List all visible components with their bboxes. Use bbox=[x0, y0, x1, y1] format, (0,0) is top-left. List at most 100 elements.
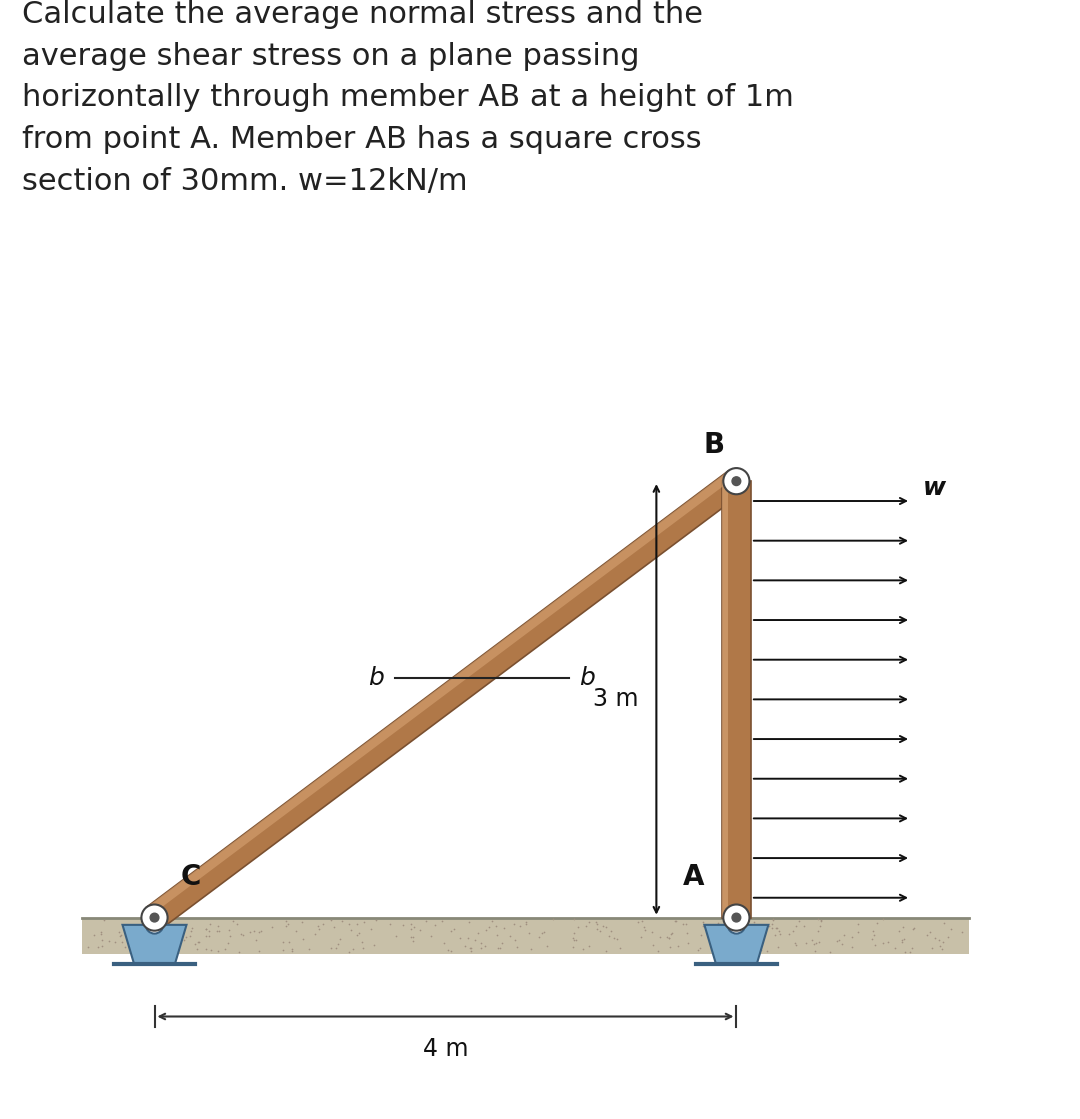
Point bbox=[491, 940, 509, 958]
Polygon shape bbox=[122, 924, 187, 965]
Point bbox=[354, 939, 372, 957]
Point bbox=[92, 923, 109, 941]
Point bbox=[442, 942, 459, 960]
Point bbox=[901, 943, 918, 961]
Point bbox=[769, 919, 786, 937]
Point bbox=[80, 938, 97, 956]
Point bbox=[332, 930, 349, 948]
Point bbox=[934, 932, 951, 950]
Point bbox=[538, 937, 555, 955]
Point bbox=[807, 942, 824, 960]
Point bbox=[896, 943, 914, 961]
Point bbox=[765, 911, 782, 929]
Point bbox=[461, 939, 478, 957]
Point bbox=[636, 918, 653, 935]
Point bbox=[536, 923, 553, 941]
Point bbox=[210, 918, 227, 935]
Point bbox=[157, 935, 174, 953]
Point bbox=[111, 927, 129, 944]
Point bbox=[565, 930, 582, 948]
Point bbox=[828, 932, 846, 950]
Point bbox=[634, 912, 651, 930]
Point bbox=[678, 924, 696, 942]
Point bbox=[567, 931, 584, 949]
Point bbox=[119, 929, 136, 947]
Point bbox=[608, 930, 625, 948]
Point bbox=[923, 939, 941, 957]
Point bbox=[112, 925, 130, 943]
Point bbox=[469, 924, 486, 942]
Point bbox=[483, 912, 500, 930]
Point bbox=[159, 940, 176, 958]
Point bbox=[842, 939, 860, 957]
Point bbox=[517, 915, 535, 933]
Point bbox=[569, 918, 586, 935]
Point bbox=[787, 916, 805, 934]
Point bbox=[530, 928, 548, 946]
Point bbox=[933, 940, 950, 958]
Point bbox=[281, 933, 298, 951]
Circle shape bbox=[150, 913, 159, 922]
Point bbox=[589, 920, 606, 938]
Point bbox=[220, 921, 238, 939]
Point bbox=[785, 922, 802, 940]
Point bbox=[198, 921, 215, 939]
Point bbox=[477, 921, 495, 939]
Point bbox=[183, 919, 200, 937]
Point bbox=[943, 920, 960, 938]
Point bbox=[864, 930, 881, 948]
Point bbox=[435, 934, 453, 952]
Point bbox=[225, 912, 242, 930]
Point bbox=[188, 940, 205, 958]
Point bbox=[575, 940, 592, 958]
Point bbox=[931, 931, 948, 949]
Point bbox=[473, 939, 490, 957]
Point bbox=[597, 942, 615, 960]
Point bbox=[954, 923, 971, 941]
Point bbox=[850, 915, 867, 933]
Point bbox=[178, 928, 195, 946]
Point bbox=[168, 924, 186, 942]
Point bbox=[771, 922, 788, 940]
Point bbox=[340, 915, 357, 933]
Point bbox=[89, 938, 106, 956]
Point bbox=[894, 933, 912, 951]
Point bbox=[874, 910, 891, 928]
Point bbox=[381, 915, 399, 933]
Point bbox=[879, 933, 896, 951]
Point bbox=[295, 930, 312, 948]
Point bbox=[165, 941, 183, 959]
Point bbox=[667, 912, 685, 930]
Point bbox=[517, 913, 535, 931]
Point bbox=[201, 922, 218, 940]
Point bbox=[93, 931, 110, 949]
Point bbox=[866, 925, 883, 943]
Point bbox=[153, 911, 171, 929]
Point bbox=[228, 915, 245, 933]
Point bbox=[175, 923, 192, 941]
Point bbox=[718, 918, 735, 935]
Point bbox=[221, 928, 239, 946]
Point bbox=[905, 919, 922, 937]
Point bbox=[699, 928, 716, 946]
Text: C: C bbox=[180, 864, 201, 892]
Point bbox=[679, 934, 697, 952]
Point bbox=[890, 922, 907, 940]
Point bbox=[355, 913, 373, 931]
Point bbox=[787, 937, 805, 955]
Point bbox=[462, 942, 480, 960]
Point bbox=[755, 922, 772, 940]
Text: 3 m: 3 m bbox=[593, 687, 639, 712]
Point bbox=[791, 912, 808, 930]
Point bbox=[187, 934, 204, 952]
Point bbox=[804, 931, 821, 949]
Point bbox=[748, 931, 766, 949]
Point bbox=[768, 919, 785, 937]
Point bbox=[405, 928, 422, 946]
Point bbox=[760, 918, 778, 935]
Text: A: A bbox=[683, 864, 704, 892]
Polygon shape bbox=[721, 481, 751, 918]
Point bbox=[190, 933, 207, 951]
Point bbox=[507, 931, 524, 949]
Point bbox=[812, 912, 829, 930]
